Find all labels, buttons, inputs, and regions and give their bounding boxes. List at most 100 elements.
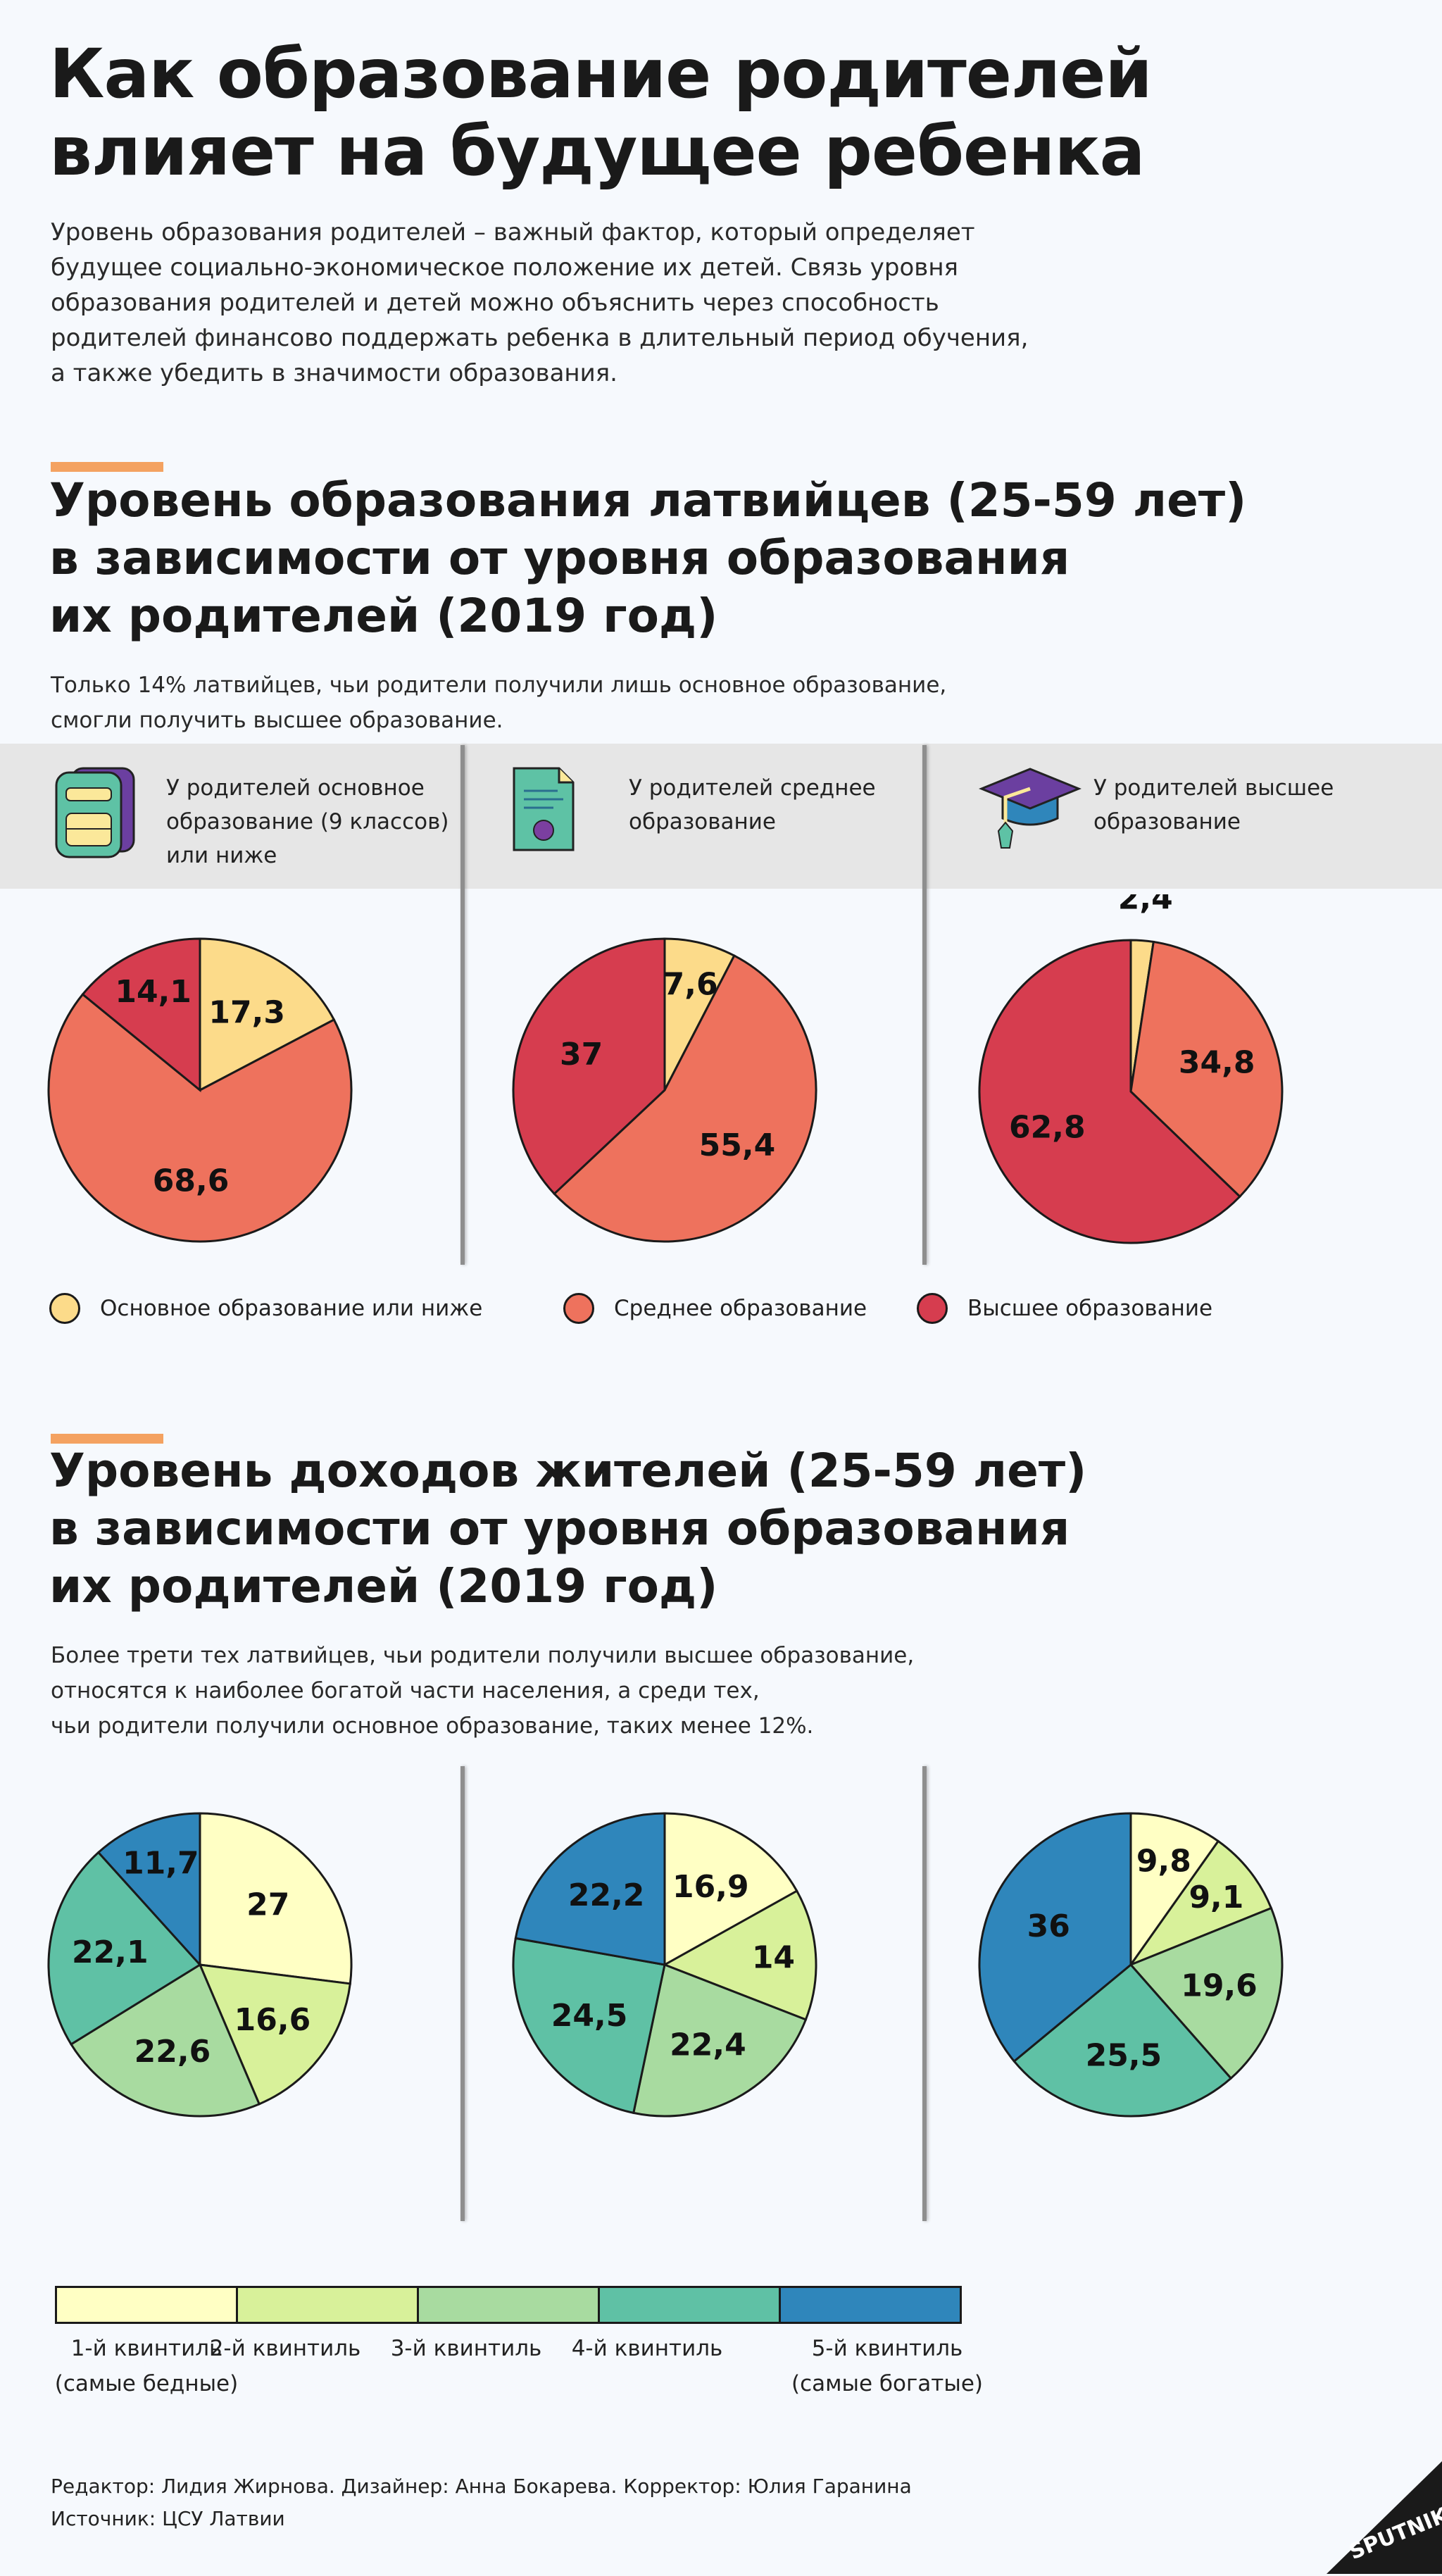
section2-note-line: Более трети тех латвийцев, чьи родители … — [51, 1643, 915, 1668]
pie-value-label: 24,5 — [551, 1998, 628, 2034]
category-label-higher: У родителей высшее образование — [1093, 771, 1334, 839]
quintile-legend-bar — [55, 2286, 962, 2324]
pie-slice-5 — [978, 1812, 1132, 2063]
quintile-label-line: 4-й квинтиль — [571, 2336, 723, 2361]
section1-title: Уровень образования латвийцев (25-59 лет… — [49, 472, 1387, 645]
quintile-label-line: (самые бедные) — [54, 2371, 239, 2396]
pie-value-label: 19,6 — [1181, 1968, 1258, 2004]
pie-value-label: 22,4 — [670, 2027, 746, 2063]
pie-chart-income-higher: 9,89,1 19,6 25,5 36 — [978, 1812, 1284, 2118]
category-label-line: или ниже — [166, 843, 277, 868]
pie-chart-higher-education: 2,4 34,8 62,8 — [978, 894, 1284, 1244]
section2-note: Более трети тех латвийцев, чьи родители … — [51, 1638, 1107, 1744]
intro-line: а также убедить в значимости образования… — [51, 359, 617, 387]
pie-value-label: 7,6 — [663, 967, 718, 1003]
section1-title-line: в зависимости от уровня образования — [49, 531, 1070, 585]
legend-swatch — [917, 1293, 948, 1324]
quintile-swatch-2 — [236, 2286, 419, 2324]
pie-value-label: 17,3 — [208, 995, 285, 1031]
graduation-cap-icon — [979, 768, 1082, 849]
quintile-label-4: 4-й квинтиль — [541, 2331, 753, 2366]
category-label-secondary: У родителей среднее образование — [629, 771, 876, 839]
pie-value-label: 55,4 — [699, 1127, 776, 1163]
credits: Редактор: Лидия Жирнова. Дизайнер: Анна … — [51, 2470, 912, 2535]
section1-accent-bar — [51, 462, 163, 472]
pie-value-label: 14,1 — [115, 974, 192, 1010]
pie-chart-income-basic: 27 16,6 22,6 22,1 11,7 — [47, 1812, 353, 2118]
sputnik-logo: SPUTNIK — [1327, 2461, 1442, 2574]
legend-label: Высшее образование — [967, 1296, 1213, 1321]
section2-note-line: чьи родители получили основное образован… — [51, 1713, 814, 1739]
pie-slice-3 — [69, 1963, 261, 2118]
pie-chart-basic-education: 17,3 68,6 14,1 — [47, 937, 353, 1243]
pie-value-label: 27 — [246, 1887, 289, 1923]
quintile-label-1: 1-й квинтиль (самые бедные) — [41, 2331, 252, 2401]
pie-slice-1 — [1129, 1812, 1220, 1968]
category-label-line: У родителей основное — [166, 775, 425, 801]
pie-slice-4 — [47, 1851, 202, 2046]
pie-slice-3 — [632, 1963, 808, 2118]
intro-line: будущее социально-экономическое положени… — [51, 254, 958, 282]
intro-text: Уровень образования родителей – важный ф… — [51, 215, 1107, 391]
pie-slice-4 — [512, 1937, 666, 2115]
section2-title: Уровень доходов жителей (25-59 лет) в за… — [49, 1442, 1387, 1615]
pie-slice-2 — [662, 1889, 817, 2021]
category-label-line: образование (9 классов) — [166, 809, 449, 834]
pie-chart-secondary-education: 7,6 55,4 37 — [512, 937, 817, 1243]
pie-value-label: 2,4 — [1118, 894, 1173, 917]
pie-value-label: 9,1 — [1189, 1880, 1243, 1915]
pie-value-label: 22,1 — [72, 1934, 149, 1970]
section1-title-line: Уровень образования латвийцев (25-59 лет… — [49, 473, 1247, 527]
quintile-label-line: 1-й квинтиль — [70, 2336, 222, 2361]
backpack-icon — [55, 767, 135, 858]
legend-label: Среднее образование — [614, 1296, 867, 1321]
title-line-2: влияет на будущее ребенка — [49, 112, 1145, 191]
quintile-label-line: (самые богатые) — [791, 2371, 983, 2396]
column-divider — [922, 1766, 927, 2221]
section2-title-line: в зависимости от уровня образования — [49, 1501, 1070, 1556]
pie-slice-1 — [663, 937, 736, 1091]
pie-slice-2 — [1127, 1839, 1273, 1968]
category-label-basic: У родителей основное образование (9 клас… — [166, 771, 449, 873]
pie-value-label: 62,8 — [1009, 1109, 1086, 1145]
pie-slice-3 — [978, 939, 1241, 1244]
diploma-icon — [513, 767, 575, 851]
pie-chart-income-secondary: 16,914 22,4 24,5 22,2 — [512, 1812, 817, 2118]
pie-value-label: 25,5 — [1086, 2038, 1162, 2074]
column-divider — [460, 1766, 465, 2221]
legend-label: Основное образование или ниже — [100, 1296, 483, 1321]
pie-slice-2 — [198, 1963, 351, 2106]
section1-note: Только 14% латвийцев, чьи родители получ… — [51, 668, 1107, 738]
quintile-swatch-1 — [55, 2286, 238, 2324]
section2-accent-bar — [51, 1434, 163, 1444]
pie-slice-5 — [514, 1812, 666, 1966]
legend-swatch — [563, 1293, 594, 1324]
legend-item-higher: Высшее образование — [917, 1293, 1212, 1324]
pie-slice-5 — [96, 1812, 201, 1968]
legend-item-basic: Основное образование или ниже — [49, 1293, 482, 1324]
section1-note-line: смогли получить высшее образование. — [51, 708, 503, 733]
pie-value-label: 68,6 — [153, 1163, 230, 1199]
title-line-1: Как образование родителей — [49, 35, 1153, 113]
intro-line: родителей финансово поддержать ребенка в… — [51, 324, 1029, 352]
category-label-line: У родителей высшее — [1093, 775, 1334, 801]
section1-title-line: их родителей (2019 год) — [49, 589, 718, 643]
pie-value-label: 22,6 — [134, 2034, 211, 2070]
pie-slice-3 — [512, 937, 666, 1196]
pie-value-label: 37 — [560, 1037, 603, 1073]
quintile-label-line: 2-й квинтиль — [209, 2336, 361, 2361]
pie-value-label: 14 — [752, 1939, 795, 1975]
credits-line: Редактор: Лидия Жирнова. Дизайнер: Анна … — [51, 2475, 912, 2498]
quintile-label-2: 2-й квинтиль — [180, 2331, 391, 2366]
pie-value-label: 16,6 — [234, 2002, 311, 2038]
category-label-line: У родителей среднее — [629, 775, 876, 801]
pie-slice-2 — [1129, 940, 1284, 1199]
category-label-line: образование — [1093, 809, 1241, 834]
pie-value-label: 34,8 — [1179, 1045, 1255, 1081]
column-divider — [922, 745, 927, 1265]
intro-line: Уровень образования родителей – важный ф… — [51, 218, 975, 246]
pie-value-label: 16,9 — [672, 1869, 749, 1905]
source-line: Источник: ЦСУ Латвии — [51, 2507, 285, 2530]
section2-title-line: их родителей (2019 год) — [49, 1559, 718, 1613]
legend-swatch — [49, 1293, 80, 1324]
